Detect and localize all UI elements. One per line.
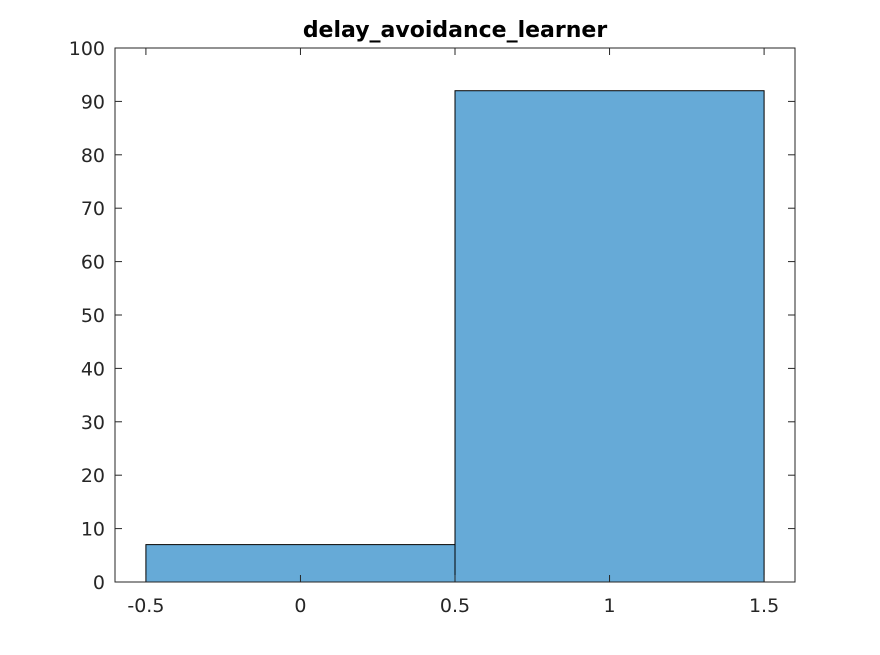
x-tick-label-3: 1 [603, 595, 615, 617]
y-tick-label-6: 60 [81, 252, 105, 274]
y-tick-label-10: 100 [69, 38, 105, 60]
y-tick-label-3: 30 [81, 412, 105, 434]
y-tick-label-8: 80 [81, 145, 105, 167]
x-tick-label-2: 0.5 [440, 595, 470, 617]
histogram-bar-1 [454, 90, 765, 583]
chart-title: delay_avoidance_learner [302, 18, 608, 43]
tick-labels-group: -0.5 0 0.5 1 1.5 0 10 20 30 40 50 60 70 80 90 100 [69, 38, 779, 617]
plot-area-frame [114, 47, 796, 583]
x-tick-label-0: -0.5 [127, 595, 164, 617]
bars-group [145, 90, 765, 583]
x-tick-label-4: 1.5 [749, 595, 779, 617]
y-tick-label-7: 70 [81, 198, 105, 220]
y-tick-label-1: 10 [81, 519, 105, 541]
y-tick-label-2: 20 [81, 465, 105, 487]
y-tick-label-4: 40 [81, 358, 105, 380]
y-tick-label-0: 0 [93, 572, 105, 594]
y-tick-label-9: 90 [81, 91, 105, 113]
x-tick-label-1: 0 [294, 595, 306, 617]
y-tick-label-5: 50 [81, 305, 105, 327]
